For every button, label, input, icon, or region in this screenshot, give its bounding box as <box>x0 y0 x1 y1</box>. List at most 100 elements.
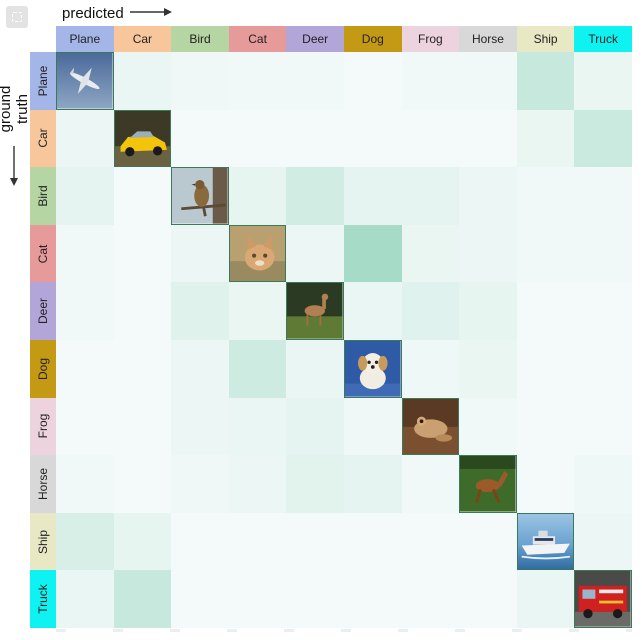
cell-truck-deer <box>286 570 345 629</box>
y-axis-label: ground truth <box>0 85 31 133</box>
row-header-dog: Dog <box>30 340 56 398</box>
cell-car-plane <box>56 109 115 168</box>
cell-car-ship <box>516 109 575 168</box>
cell-truck-horse <box>459 570 518 629</box>
cell-horse-plane <box>56 455 115 514</box>
cell-plane-truck <box>574 52 633 111</box>
cell-bird-deer <box>286 167 345 226</box>
col-header-truck: Truck <box>574 26 632 52</box>
col-header-horse: Horse <box>459 26 517 52</box>
cell-deer-dog <box>344 282 403 341</box>
row-header-ship: Ship <box>30 512 56 571</box>
cell-plane-deer <box>286 52 345 111</box>
horse-thumbnail <box>459 455 517 513</box>
cell-dog-horse <box>459 340 518 399</box>
cell-bird-frog <box>401 167 460 226</box>
cell-horse-frog <box>401 455 460 514</box>
cell-plane-car <box>113 52 172 111</box>
cell-dog-cat <box>228 340 287 399</box>
cell-horse-deer <box>286 455 345 514</box>
cell-horse-cat <box>228 455 287 514</box>
cell-ship-bird <box>171 512 230 571</box>
row-header-label: Bird <box>36 185 50 207</box>
row-header-label: Frog <box>36 414 50 439</box>
row-header-bird: Bird <box>30 167 56 225</box>
deer-thumbnail <box>286 282 344 340</box>
cell-ship-cat <box>228 512 287 571</box>
col-header-dog: Dog <box>344 26 402 52</box>
yellow-car-thumbnail <box>113 109 172 168</box>
row-header-label: Deer <box>36 298 50 325</box>
col-header-frog: Frog <box>401 26 460 52</box>
cell-plane-cat <box>228 52 287 111</box>
col-header-ship: Ship <box>516 26 575 52</box>
x-axis-label: predicted <box>62 5 124 22</box>
cell-dog-plane <box>56 340 115 399</box>
cell-plane-horse <box>459 52 518 111</box>
fire-truck-thumbnail <box>574 570 632 628</box>
cell-deer-bird <box>171 282 230 341</box>
cell-truck-bird <box>171 570 230 629</box>
col-header-deer: Deer <box>286 26 344 52</box>
cell-truck-plane <box>56 570 115 629</box>
row-header-deer: Deer <box>30 282 56 340</box>
cell-deer-car <box>113 282 172 341</box>
frog-thumbnail <box>401 397 460 456</box>
cell-frog-car <box>113 397 172 456</box>
cell-plane-dog <box>344 52 403 111</box>
cell-ship-horse <box>459 512 518 571</box>
col-header-car: Car <box>113 26 172 52</box>
col-header-bird: Bird <box>171 26 229 52</box>
cell-horse-ship <box>516 455 575 514</box>
row-header-frog: Frog <box>30 397 56 456</box>
cell-truck-dog <box>344 570 403 629</box>
cell-dog-ship <box>516 340 575 399</box>
cell-frog-horse <box>459 397 518 456</box>
cell-cat-deer <box>286 224 345 283</box>
cell-bird-truck <box>574 167 633 226</box>
cell-frog-truck <box>574 397 633 456</box>
cell-truck-ship <box>516 570 575 629</box>
airplane-thumbnail <box>56 52 114 110</box>
cell-truck-frog <box>401 570 460 629</box>
cell-dog-truck <box>574 340 633 399</box>
cell-deer-cat <box>228 282 287 341</box>
cell-dog-frog <box>401 340 460 399</box>
puppy-thumbnail <box>344 340 402 398</box>
bottom-edge-ticks <box>56 629 632 632</box>
cell-car-bird <box>171 109 230 168</box>
cell-deer-truck <box>574 282 633 341</box>
cell-cat-car <box>113 224 172 283</box>
row-header-car: Car <box>30 109 56 168</box>
cell-bird-plane <box>56 167 115 226</box>
cell-bird-car <box>113 167 172 226</box>
image-placeholder-icon <box>6 6 28 28</box>
row-header-label: Dog <box>36 357 50 380</box>
cell-bird-horse <box>459 167 518 226</box>
cell-horse-car <box>113 455 172 514</box>
kitten-thumbnail <box>228 224 287 283</box>
cell-deer-ship <box>516 282 575 341</box>
cell-cat-frog <box>401 224 460 283</box>
cell-car-truck <box>574 109 633 168</box>
cell-horse-bird <box>171 455 230 514</box>
arrow-down-icon <box>10 146 18 186</box>
cell-frog-plane <box>56 397 115 456</box>
cell-bird-cat <box>228 167 287 226</box>
cell-horse-dog <box>344 455 403 514</box>
cell-cat-truck <box>574 224 633 283</box>
bird-thumbnail <box>171 167 229 225</box>
cell-bird-ship <box>516 167 575 226</box>
row-header-truck: Truck <box>30 570 56 628</box>
row-header-label: Ship <box>36 529 50 554</box>
cell-frog-deer <box>286 397 345 456</box>
cell-plane-frog <box>401 52 460 111</box>
cell-truck-car <box>113 570 172 629</box>
row-header-label: Cat <box>36 244 50 263</box>
row-header-label: Horse <box>36 467 50 500</box>
cell-horse-truck <box>574 455 633 514</box>
cell-car-horse <box>459 109 518 168</box>
cell-truck-cat <box>228 570 287 629</box>
cell-ship-truck <box>574 512 633 571</box>
cell-frog-ship <box>516 397 575 456</box>
